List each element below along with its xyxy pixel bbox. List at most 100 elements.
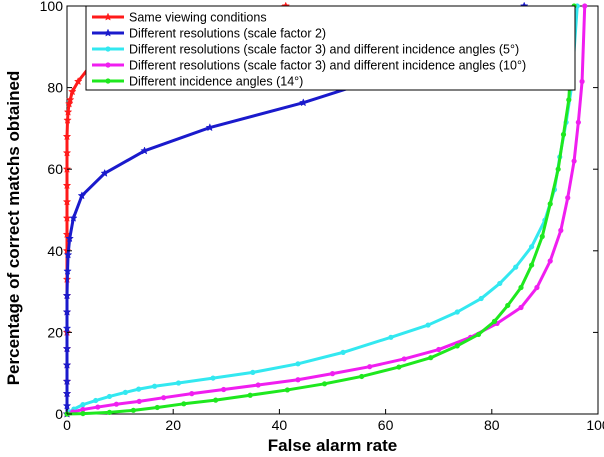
- data-point: [534, 284, 540, 291]
- data-point: [181, 401, 187, 407]
- data-point: [62, 132, 72, 141]
- data-point: [62, 323, 72, 332]
- data-point: [518, 284, 524, 291]
- data-point: [388, 334, 394, 340]
- data-point: [558, 227, 564, 233]
- data-point: [367, 364, 373, 370]
- data-point: [69, 213, 78, 222]
- data-point: [62, 376, 72, 385]
- data-point: [95, 404, 101, 410]
- data-point: [295, 377, 301, 383]
- data-point: [250, 369, 256, 375]
- data-point: [106, 393, 113, 400]
- data-point: [113, 401, 119, 407]
- legend-item: Different resolutions (scale factor 3) a…: [92, 43, 519, 57]
- data-point: [295, 361, 301, 367]
- data-point: [579, 78, 585, 85]
- legend-label: Different resolutions (scale factor 3) a…: [129, 43, 519, 57]
- legend-label: Same viewing conditions: [129, 11, 267, 25]
- y-tick-label: 40: [47, 243, 63, 259]
- data-point: [454, 309, 460, 315]
- data-point: [63, 266, 72, 275]
- legend-label: Different incidence angles (14°): [129, 75, 303, 89]
- data-point: [62, 344, 72, 353]
- data-point: [359, 373, 365, 380]
- x-tick-label: 80: [484, 417, 500, 433]
- data-point: [80, 406, 86, 413]
- data-point: [571, 158, 577, 164]
- data-point: [555, 166, 561, 172]
- x-tick-label: 20: [165, 417, 181, 433]
- x-tick-label: 40: [272, 417, 288, 433]
- data-point: [62, 307, 72, 316]
- plot-area-series: [62, 1, 588, 418]
- data-point: [154, 404, 160, 411]
- data-point: [175, 380, 182, 386]
- data-point: [221, 386, 227, 393]
- legend-marker: [103, 12, 113, 21]
- data-point: [68, 87, 77, 96]
- legend-marker: [105, 62, 111, 68]
- data-point: [505, 302, 511, 309]
- data-point: [65, 95, 75, 104]
- data-point: [547, 201, 553, 207]
- data-point: [93, 397, 99, 404]
- data-point: [73, 77, 83, 86]
- data-point: [566, 97, 572, 103]
- data-point: [491, 318, 498, 324]
- data-point: [247, 392, 253, 398]
- data-point: [63, 250, 73, 259]
- axis-ticks: 0 20 40 60 80 100 0 20 40 60 80 100: [40, 0, 604, 433]
- data-point: [62, 148, 72, 157]
- data-point: [62, 389, 72, 398]
- data-point: [547, 258, 553, 264]
- series-line: [66, 5, 587, 416]
- y-tick-label: 60: [47, 161, 63, 177]
- data-point: [80, 402, 86, 408]
- data-point: [80, 410, 86, 417]
- data-point: [130, 407, 136, 413]
- data-point: [539, 233, 545, 240]
- data-point: [560, 131, 567, 138]
- data-point: [329, 371, 336, 377]
- data-point: [518, 304, 524, 311]
- data-point: [497, 280, 503, 287]
- legend-box: [85, 5, 576, 91]
- data-point: [213, 397, 219, 403]
- data-point: [299, 98, 308, 107]
- legend-item: Different resolutions (scale factor 3) a…: [92, 59, 526, 73]
- legend-marker: [105, 78, 111, 84]
- data-point: [255, 382, 261, 388]
- x-tick-label: 100: [586, 417, 604, 433]
- data-point: [529, 262, 535, 268]
- data-point: [284, 387, 290, 393]
- data-point: [62, 401, 72, 410]
- legend-item: Different incidence angles (14°): [92, 75, 303, 89]
- data-point: [478, 295, 484, 302]
- data-point: [401, 356, 407, 362]
- legend-label: Different resolutions (scale factor 2): [129, 27, 326, 41]
- data-point: [62, 360, 72, 369]
- data-point: [436, 346, 442, 353]
- data-point: [582, 3, 588, 9]
- data-point: [100, 168, 109, 177]
- data-point: [65, 234, 74, 243]
- x-axis-label: False alarm rate: [268, 436, 397, 455]
- y-tick-label: 20: [47, 324, 63, 340]
- legend-item: Same viewing conditions: [92, 11, 267, 25]
- data-point: [62, 291, 72, 300]
- y-tick-label: 80: [47, 80, 63, 96]
- data-point: [152, 383, 158, 389]
- data-point: [140, 146, 149, 155]
- y-tick-label: 100: [40, 0, 64, 14]
- data-point: [63, 115, 72, 124]
- data-point: [161, 395, 167, 401]
- series-5: [64, 3, 577, 417]
- legend-marker: [103, 28, 113, 37]
- data-point: [136, 398, 142, 404]
- x-tick-label: 60: [378, 417, 394, 433]
- data-point: [210, 375, 216, 381]
- data-point: [396, 364, 402, 370]
- data-point: [205, 123, 215, 132]
